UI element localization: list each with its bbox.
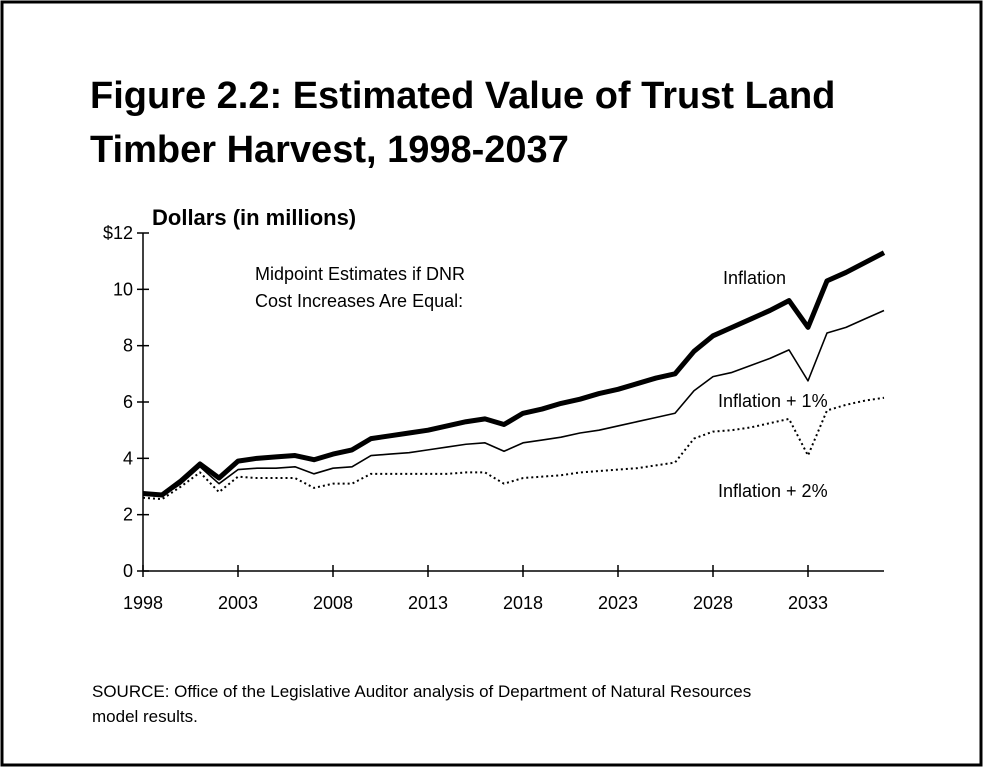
source-note: SOURCE: Office of the Legislative Audito…	[92, 682, 751, 701]
x-tick-label: 2013	[408, 593, 448, 613]
series-label: Inflation + 2%	[718, 481, 828, 501]
y-tick-label: 6	[123, 392, 133, 412]
chart-subtitle: Timber Harvest, 1998-2037	[90, 129, 569, 171]
x-tick-label: 2028	[693, 593, 733, 613]
x-tick-label: 1998	[123, 593, 163, 613]
y-axis-label: Dollars (in millions)	[152, 205, 356, 230]
x-tick-label: 2033	[788, 593, 828, 613]
x-tick-label: 2023	[598, 593, 638, 613]
series-label: Inflation	[723, 268, 786, 288]
y-tick-label: 0	[123, 561, 133, 581]
x-tick-label: 2008	[313, 593, 353, 613]
y-tick-label: 2	[123, 505, 133, 525]
y-tick-label: 8	[123, 336, 133, 356]
series-line	[142, 250, 886, 498]
chart-title: Figure 2.2: Estimated Value of Trust Lan…	[90, 75, 835, 117]
source-note: model results.	[92, 707, 198, 726]
y-tick-label: $12	[103, 223, 133, 243]
x-tick-label: 2003	[218, 593, 258, 613]
annotation: Cost Increases Are Equal:	[255, 291, 463, 311]
annotation: Midpoint Estimates if DNR	[255, 264, 465, 284]
y-tick-label: 10	[113, 279, 133, 299]
series-line	[142, 309, 885, 498]
y-tick-label: 4	[123, 448, 133, 468]
series-label: Inflation + 1%	[718, 391, 828, 411]
x-tick-label: 2018	[503, 593, 543, 613]
series-line	[142, 396, 885, 501]
